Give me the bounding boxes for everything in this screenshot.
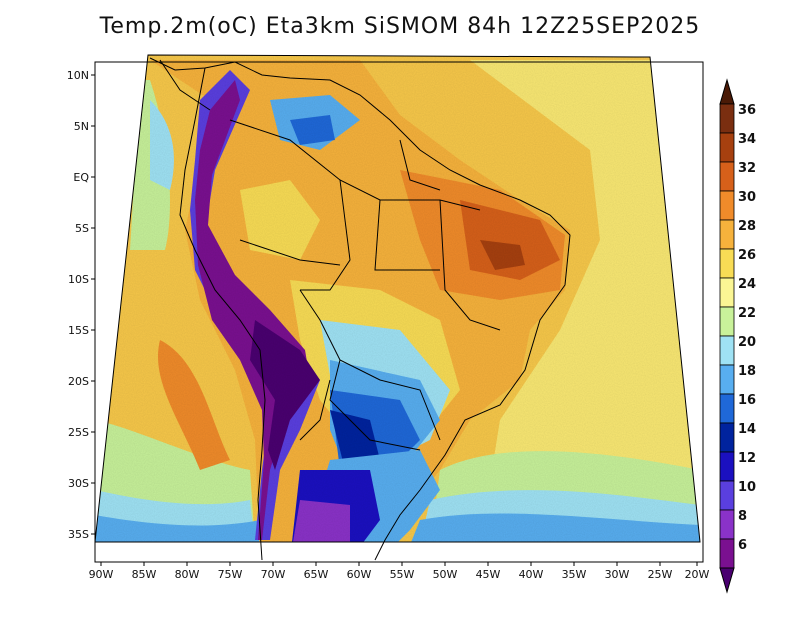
colorbar-label: 30	[738, 190, 756, 205]
lat-label: 25S	[68, 426, 89, 439]
lat-label: 5N	[74, 120, 89, 133]
lon-label: 20W	[685, 568, 710, 581]
colorbar-label: 22	[738, 306, 756, 321]
colorbar-swatch	[719, 277, 735, 308]
colorbar-label: 12	[738, 451, 756, 466]
map-title: Temp.2m(oC) Eta3km SiSMOM 84h 12Z25SEP20…	[99, 14, 701, 39]
lon-label: 35W	[562, 568, 587, 581]
lon-label: 40W	[519, 568, 544, 581]
colorbar-label: 24	[738, 277, 756, 292]
axes-box	[94, 61, 704, 563]
lon-label: 60W	[347, 568, 372, 581]
lat-label: 35S	[68, 528, 89, 541]
colorbar-swatch	[719, 219, 735, 250]
lon-label: 55W	[390, 568, 415, 581]
colorbar-swatch	[719, 538, 735, 569]
colorbar-swatch	[719, 393, 735, 424]
lat-label: 10S	[68, 273, 89, 286]
colorbar-swatch	[719, 306, 735, 337]
lat-label: 10N	[67, 69, 89, 82]
colorbar-swatch	[719, 190, 735, 221]
colorbar-label: 6	[738, 538, 747, 553]
colorbar-label: 14	[738, 422, 756, 437]
lon-label: 90W	[89, 568, 114, 581]
colorbar-swatch	[719, 422, 735, 453]
colorbar-swatch	[719, 509, 735, 540]
lat-axis: 10N 5N EQ 5S 10S 15S 20S 25S 30S 35S	[67, 69, 95, 541]
colorbar-swatch	[719, 161, 735, 192]
colorbar-swatch	[719, 364, 735, 395]
lon-label: 75W	[218, 568, 243, 581]
colorbar-label: 26	[738, 248, 756, 263]
colorbar-label: 16	[738, 393, 756, 408]
colorbar-swatch	[719, 248, 735, 279]
colorbar-swatch	[719, 132, 735, 163]
lon-label: 30W	[605, 568, 630, 581]
map-frame	[94, 54, 701, 543]
lon-label: 80W	[175, 568, 200, 581]
lat-label: 5S	[75, 222, 89, 235]
lat-label: 15S	[68, 324, 89, 337]
lat-label: 20S	[68, 375, 89, 388]
lat-label: EQ	[73, 171, 89, 184]
political-boundaries	[149, 57, 571, 561]
lat-label: 30S	[68, 477, 89, 490]
colorbar-swatch	[719, 480, 735, 511]
lon-label: 50W	[433, 568, 458, 581]
colorbar	[719, 78, 735, 594]
colorbar-arrow-top	[719, 78, 735, 105]
colorbar-label: 28	[738, 219, 756, 234]
colorbar-label: 34	[738, 132, 756, 147]
lon-label: 65W	[304, 568, 329, 581]
colorbar-swatch	[719, 451, 735, 482]
lon-label: 70W	[261, 568, 286, 581]
colorbar-label: 18	[738, 364, 756, 379]
colorbar-label: 10	[738, 480, 756, 495]
colorbar-labels: 36 34 32 30 28 26 24 22 20 18 16 14 12 1…	[738, 103, 756, 553]
colorbar-arrow-bottom	[719, 567, 735, 594]
colorbar-label: 36	[738, 103, 756, 118]
lon-axis: 90W 85W 80W 75W 70W 65W 60W 55W 50W 45W …	[89, 562, 710, 581]
colorbar-swatch	[719, 335, 735, 366]
colorbar-label: 32	[738, 161, 756, 176]
colorbar-swatch	[719, 103, 735, 134]
colorbar-label: 8	[738, 509, 747, 524]
colorbar-label: 20	[738, 335, 756, 350]
lon-label: 45W	[476, 568, 501, 581]
lon-label: 85W	[132, 568, 157, 581]
lon-label: 25W	[648, 568, 673, 581]
